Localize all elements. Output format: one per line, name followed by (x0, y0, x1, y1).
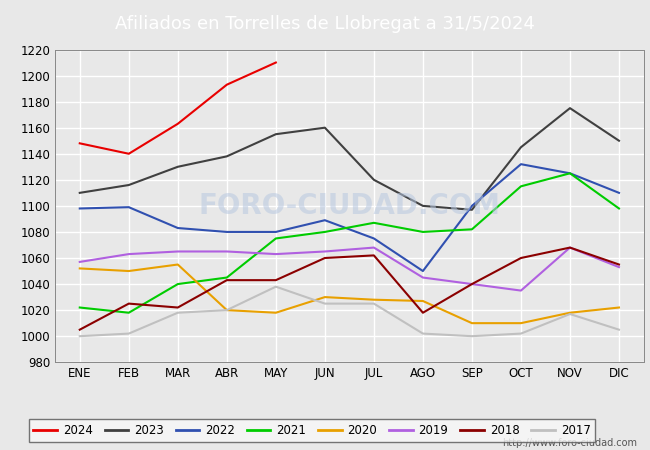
Text: http://www.foro-ciudad.com: http://www.foro-ciudad.com (502, 438, 637, 448)
Legend: 2024, 2023, 2022, 2021, 2020, 2019, 2018, 2017: 2024, 2023, 2022, 2021, 2020, 2019, 2018… (29, 419, 595, 442)
Text: Afiliados en Torrelles de Llobregat a 31/5/2024: Afiliados en Torrelles de Llobregat a 31… (115, 14, 535, 33)
Text: FORO-CIUDAD.COM: FORO-CIUDAD.COM (198, 192, 500, 220)
